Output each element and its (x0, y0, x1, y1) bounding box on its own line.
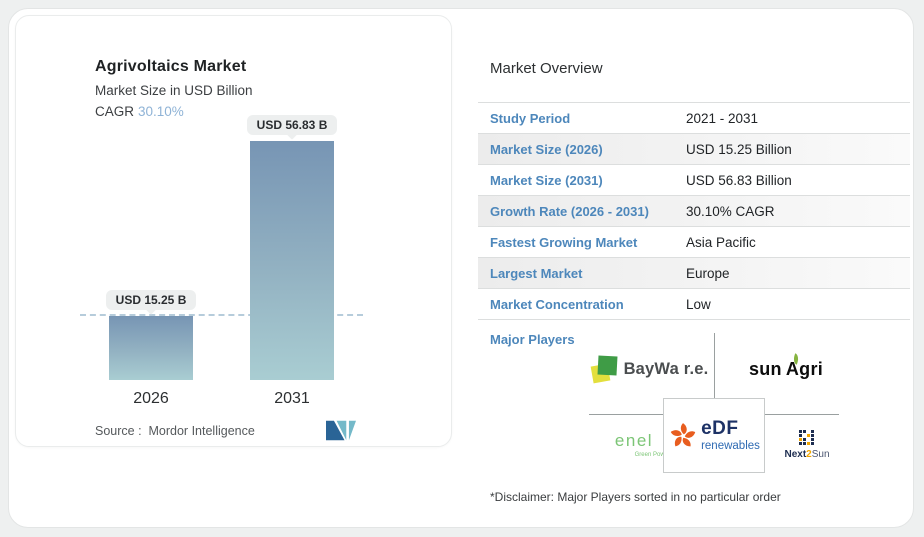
edf-renewables-text: renewables (701, 439, 760, 452)
row-value: 2021 - 2031 (686, 110, 759, 126)
players-divider-vertical (714, 333, 715, 398)
row-value: USD 15.25 Billion (686, 141, 792, 157)
enel-logo: enel Green Power (584, 423, 684, 465)
row-label: Growth Rate (2026 - 2031) (490, 203, 649, 219)
sunagri-leaf-a: A (785, 358, 800, 379)
report-card: Agrivoltaics Market Market Size in USD B… (8, 8, 914, 528)
bar-group-2026: USD 15.25 B (105, 290, 197, 380)
players-divider-horizontal-left (589, 414, 663, 415)
row-label: Fastest Growing Market (490, 234, 638, 250)
next2sun-grid-icon (799, 429, 814, 445)
market-chart-card: Agrivoltaics Market Market Size in USD B… (15, 15, 452, 447)
bar-group-2031: USD 56.83 B (246, 115, 338, 380)
enel-logo-text: enel (614, 430, 654, 450)
table-row-fastest-growing-market: Fastest Growing Market Asia Pacific (478, 227, 910, 258)
table-row-market-size-2026: Market Size (2026) USD 15.25 Billion (478, 134, 910, 165)
overview-table: Study Period 2021 - 2031 Market Size (20… (478, 102, 910, 320)
cagr-label: CAGR (95, 104, 135, 119)
next2sun-logo-text: Next2Sun (784, 448, 830, 460)
row-value: Low (686, 296, 711, 312)
sunagri-logo: sun Agri (726, 351, 846, 387)
row-label: Study Period (490, 110, 571, 126)
overview-title: Market Overview (490, 60, 603, 77)
row-label: Largest Market (490, 265, 583, 281)
x-axis-label-2026: 2026 (133, 390, 169, 407)
x-axis-label-2031: 2031 (274, 390, 310, 407)
reference-dashed-line (80, 314, 363, 316)
bar-2031 (250, 141, 334, 380)
baywa-logo-text: BayWa r.e. (623, 359, 709, 378)
source-attribution: Source : Mordor Intelligence (95, 424, 255, 438)
table-row-study-period: Study Period 2021 - 2031 (478, 103, 910, 134)
mordor-intelligence-logo (326, 420, 356, 441)
next2sun-logo: Next2Sun (757, 421, 857, 467)
players-divider-horizontal-right (765, 414, 839, 415)
chart-title: Agrivoltaics Market (95, 58, 247, 75)
table-row-largest-market: Largest Market Europe (478, 258, 910, 289)
edf-logo-text: eDF (701, 417, 739, 439)
baywa-logo: BayWa r.e. (589, 351, 711, 387)
edf-renewables-logo: eDF renewables (663, 398, 765, 473)
bar-chart-plot: USD 15.25 B USD 56.83 B (80, 112, 363, 380)
table-row-growth-rate: Growth Rate (2026 - 2031) 30.10% CAGR (478, 196, 910, 227)
chart-cagr-line: CAGR 30.10% (95, 104, 184, 119)
sunagri-logo-text: sun Agri (748, 358, 824, 379)
disclaimer-text: *Disclaimer: Major Players sorted in no … (490, 490, 781, 504)
table-row-market-size-2031: Market Size (2031) USD 56.83 Billion (478, 165, 910, 196)
row-value: USD 56.83 Billion (686, 172, 792, 188)
table-row-market-concentration: Market Concentration Low (478, 289, 910, 320)
row-value: 30.10% CAGR (686, 203, 775, 219)
chart-subtitle: Market Size in USD Billion (95, 83, 253, 98)
bar-2026 (109, 316, 193, 380)
row-label: Market Concentration (490, 296, 624, 312)
row-value: Asia Pacific (686, 234, 756, 250)
cagr-value: 30.10% (138, 104, 184, 119)
row-label: Market Size (2026) (490, 141, 603, 157)
enel-green-power-text: Green Power (634, 451, 670, 458)
major-players-label: Major Players (490, 332, 575, 347)
row-value: Europe (686, 265, 730, 281)
row-label: Market Size (2031) (490, 172, 603, 188)
bar-value-pill-2031: USD 56.83 B (246, 115, 338, 135)
bar-value-pill-2026: USD 15.25 B (105, 290, 197, 310)
edf-flame-icon (670, 422, 696, 446)
baywa-squares-icon (590, 355, 618, 384)
